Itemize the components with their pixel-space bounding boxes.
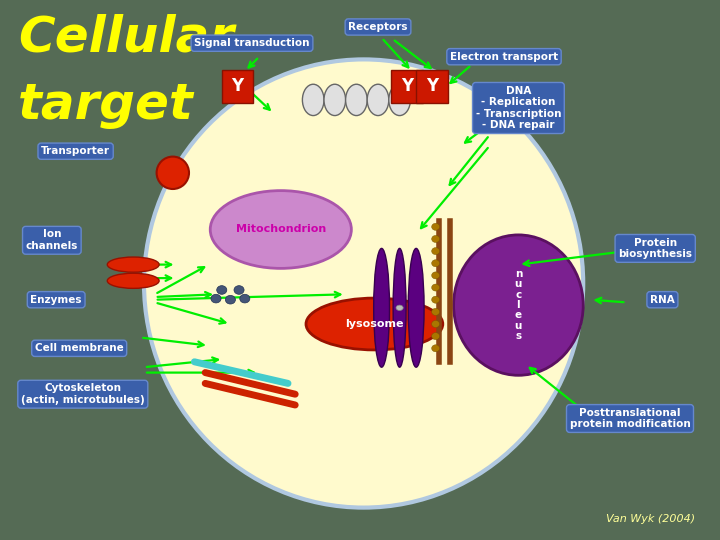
Ellipse shape (306, 298, 443, 350)
Ellipse shape (432, 321, 439, 327)
Text: Van Wyk (2004): Van Wyk (2004) (606, 514, 695, 524)
Ellipse shape (367, 84, 389, 116)
Ellipse shape (346, 84, 367, 116)
Ellipse shape (454, 235, 583, 375)
Ellipse shape (144, 59, 583, 508)
Ellipse shape (432, 272, 439, 279)
Text: Protein
biosynthesis: Protein biosynthesis (618, 238, 692, 259)
Text: RNA: RNA (650, 295, 675, 305)
Ellipse shape (432, 284, 439, 291)
Text: Y: Y (426, 77, 438, 96)
Text: lysosome: lysosome (345, 319, 404, 329)
Ellipse shape (432, 224, 439, 230)
Ellipse shape (393, 248, 406, 367)
Ellipse shape (240, 294, 250, 303)
Text: target: target (18, 81, 194, 129)
Text: Mitochondrion: Mitochondrion (235, 225, 326, 234)
Text: n
u
c
l
e
u
s: n u c l e u s (515, 269, 522, 341)
Ellipse shape (225, 295, 235, 304)
Text: DNA
- Replication
- Transcription
- DNA repair: DNA - Replication - Transcription - DNA … (476, 86, 561, 130)
Text: Cellular: Cellular (18, 14, 234, 62)
Ellipse shape (107, 273, 159, 288)
Text: Cytoskeleton
(actin, microtubules): Cytoskeleton (actin, microtubules) (21, 383, 145, 405)
Ellipse shape (432, 345, 439, 352)
Ellipse shape (211, 294, 221, 303)
Ellipse shape (432, 333, 439, 340)
Text: Transporter: Transporter (41, 146, 110, 156)
Ellipse shape (408, 248, 424, 367)
Ellipse shape (432, 247, 439, 255)
Text: Enzymes: Enzymes (30, 295, 82, 305)
Text: Receptors: Receptors (348, 22, 408, 32)
Text: Cell membrane: Cell membrane (35, 343, 124, 353)
Ellipse shape (217, 286, 227, 294)
Text: Posttranslational
protein modification: Posttranslational protein modification (570, 408, 690, 429)
Text: Y: Y (232, 77, 243, 96)
Text: Electron transport: Electron transport (450, 52, 558, 62)
FancyBboxPatch shape (391, 70, 423, 103)
Ellipse shape (157, 157, 189, 189)
Ellipse shape (396, 305, 403, 310)
Ellipse shape (432, 308, 439, 315)
Ellipse shape (210, 191, 351, 268)
Ellipse shape (374, 248, 390, 367)
Ellipse shape (432, 260, 439, 267)
Ellipse shape (324, 84, 346, 116)
Ellipse shape (107, 257, 159, 272)
FancyBboxPatch shape (416, 70, 448, 103)
Text: Y: Y (401, 77, 413, 96)
Ellipse shape (389, 84, 410, 116)
Ellipse shape (234, 286, 244, 294)
Ellipse shape (432, 296, 439, 303)
FancyBboxPatch shape (222, 70, 253, 103)
Ellipse shape (302, 84, 324, 116)
Text: Signal transduction: Signal transduction (194, 38, 310, 48)
Text: Ion
channels: Ion channels (26, 230, 78, 251)
Ellipse shape (432, 235, 439, 242)
